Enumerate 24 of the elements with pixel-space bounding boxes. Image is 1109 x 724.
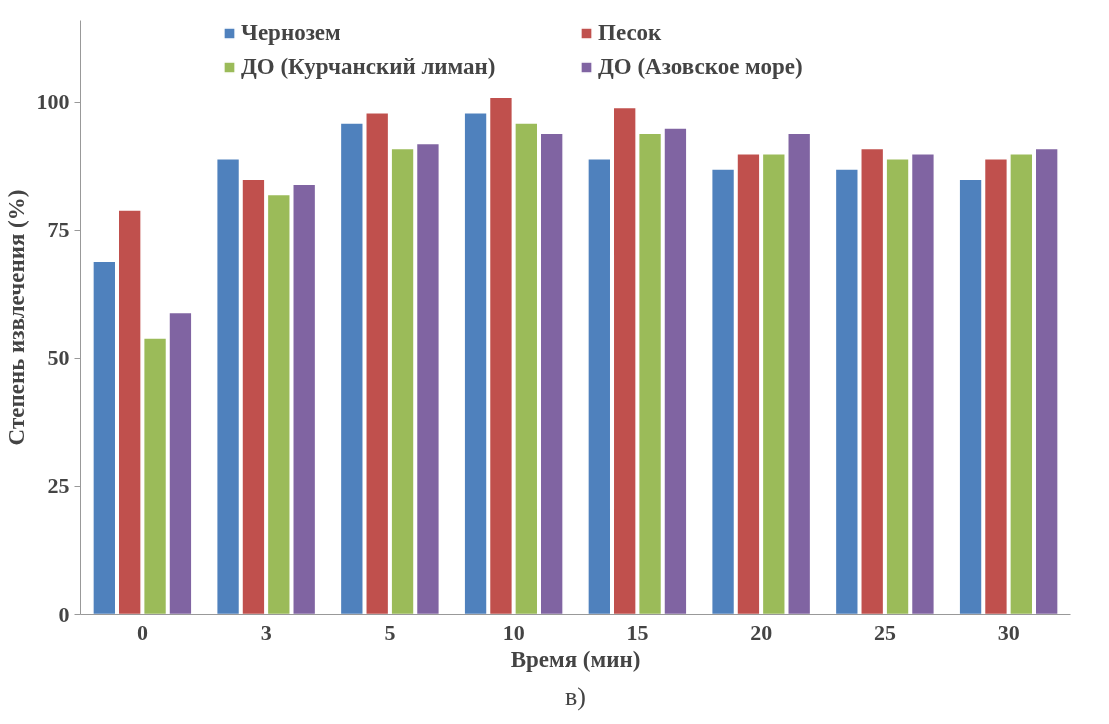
legend-label: Песок bbox=[598, 20, 663, 46]
y-tick-label: 50 bbox=[47, 345, 70, 371]
legend-label: ДО (Курчанский лиман) bbox=[241, 54, 497, 80]
legend-label: Чернозем bbox=[241, 20, 342, 46]
y-tick-label: 100 bbox=[36, 89, 70, 115]
y-tick-label: 75 bbox=[47, 217, 70, 243]
y-axis-title: Степень извлечения (%) bbox=[3, 189, 29, 446]
x-tick-label: 25 bbox=[873, 619, 896, 645]
x-tick-label: 0 bbox=[136, 619, 148, 645]
x-axis-title: Время (мин) bbox=[510, 646, 641, 672]
bar bbox=[1034, 147, 1059, 615]
x-tick-label: 15 bbox=[626, 619, 649, 645]
bar bbox=[539, 132, 564, 615]
bar bbox=[587, 158, 612, 615]
legend-label: ДО (Азовское море) bbox=[598, 54, 804, 80]
y-tick-label: 25 bbox=[47, 473, 70, 499]
x-tick-label: 3 bbox=[260, 619, 272, 645]
x-tick-label: 20 bbox=[750, 619, 773, 645]
x-tick-label: 5 bbox=[384, 619, 396, 645]
y-tick-label: 0 bbox=[58, 601, 70, 627]
bar bbox=[92, 260, 117, 615]
text: в) bbox=[565, 681, 586, 711]
x-tick-label: 10 bbox=[502, 619, 525, 645]
x-tick-label: 30 bbox=[997, 619, 1020, 645]
